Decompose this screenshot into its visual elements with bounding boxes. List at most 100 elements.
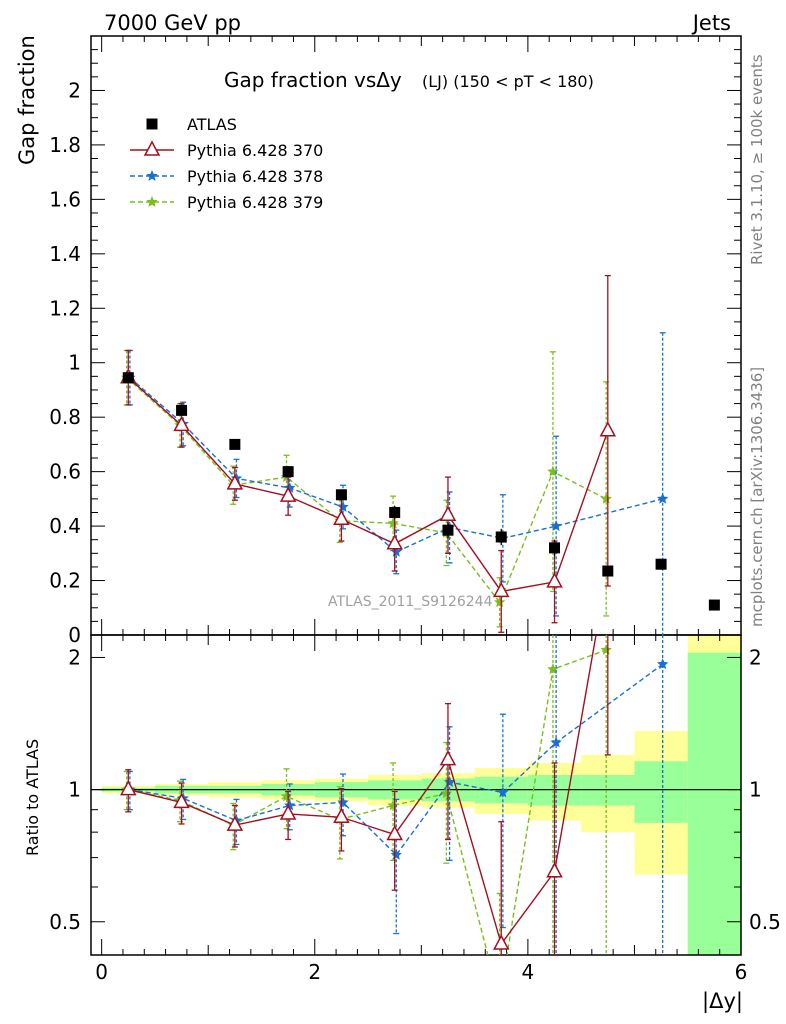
marker-p378 (337, 796, 349, 808)
marker-atlas (229, 438, 241, 450)
y-tick-label-top: 1 (68, 351, 81, 375)
marker-pythia-370 (439, 750, 457, 766)
y-tick-label-top: 0.4 (49, 514, 81, 538)
x-tick-label: 6 (735, 960, 748, 984)
x-tick-label: 2 (308, 960, 321, 984)
marker-pythia-370 (173, 792, 190, 809)
y-tick-label-bottom-right: 0.5 (749, 910, 781, 934)
marker-p379 (280, 790, 293, 802)
series-line-p370 (128, 635, 597, 946)
analysis-watermark: ATLAS_2011_S9126244 (328, 594, 493, 610)
marker-pythia-370 (279, 486, 297, 502)
marker-pythia-370 (226, 815, 244, 831)
y-tick-label-top: 0 (68, 623, 81, 647)
marker-p378 (146, 170, 158, 181)
marker-pythia-370 (386, 824, 403, 841)
band-inner (687, 652, 741, 955)
y-axis-label-top: Gap fraction (15, 35, 39, 165)
marker-pythia-370 (333, 509, 350, 526)
uncertainty-bands (91, 635, 741, 955)
marker-p378 (656, 492, 669, 504)
band-inner (634, 761, 688, 823)
mcplots-label: mcplots.cern.ch [arXiv:1306.3436] (748, 367, 766, 627)
marker-p378 (497, 786, 509, 798)
marker-p379 (547, 465, 559, 477)
legend-label-p370: Pythia 6.428 370 (187, 141, 323, 160)
marker-p378 (390, 545, 402, 557)
series-p370 (120, 635, 611, 955)
marker-pythia-370 (439, 505, 457, 521)
top-pad-series (120, 274, 720, 635)
series-p370 (120, 274, 617, 633)
marker-p379 (146, 196, 158, 207)
marker-pythia-370 (226, 474, 244, 490)
chart-title: Gap fraction vsΔy (224, 68, 402, 92)
marker-atlas (282, 466, 294, 478)
marker-pythia-370 (599, 421, 617, 437)
marker-atlas (146, 118, 158, 130)
x-tick-label: 0 (95, 960, 108, 984)
marker-pythia-370 (279, 804, 297, 820)
marker-pythia-370 (143, 140, 161, 156)
y-axis-label-bottom: Ratio to ATLAS (23, 739, 42, 856)
y-tick-label-bottom: 0.5 (49, 910, 81, 934)
marker-p379 (387, 799, 399, 811)
marker-atlas (389, 506, 401, 518)
header-left: 7000 GeV pp (104, 11, 241, 35)
y-tick-label-bottom: 1 (68, 778, 81, 802)
marker-atlas (442, 524, 454, 536)
y-tick-label-top: 0.2 (49, 569, 81, 593)
y-tick-label-top: 1.6 (49, 187, 81, 211)
marker-p378 (550, 520, 562, 531)
marker-atlas (176, 404, 188, 416)
marker-p378 (390, 848, 402, 860)
marker-pythia-370 (386, 534, 403, 550)
legend-label-p379: Pythia 6.428 379 (187, 193, 323, 212)
bottom-pad-series (120, 635, 669, 955)
y-tick-label-top: 1.2 (49, 296, 81, 320)
series-p378 (124, 332, 669, 635)
y-tick-label-top: 0.6 (49, 460, 81, 484)
band-inner (581, 774, 635, 806)
legend-label-atlas: ATLAS (187, 115, 237, 134)
chart-subtitle: (LJ) (150 < pT < 180) (422, 72, 594, 91)
x-tick-label: 4 (522, 960, 535, 984)
axis-ticks: 00.20.40.60.811.21.41.61.820.5 0.51 12 20 2 4… (49, 35, 781, 984)
y-tick-label-top: 2 (68, 78, 81, 102)
y-tick-label-bottom-right: 2 (749, 645, 762, 669)
marker-pythia-370 (120, 780, 137, 796)
marker-p379 (600, 492, 612, 504)
legend: ATLAS Pythia 6.428 370 Pythia 6.428 378 Pyt… (130, 115, 323, 212)
series-atlas (122, 372, 720, 611)
marker-atlas (122, 372, 134, 384)
marker-pythia-370 (546, 572, 563, 588)
y-tick-label-top: 1.4 (49, 242, 81, 266)
header-right: Jets (691, 11, 731, 35)
marker-p378 (337, 501, 349, 512)
marker-atlas (655, 558, 667, 570)
bottom-pad-frame (90, 634, 742, 956)
series-line-p370 (127, 377, 609, 593)
y-tick-label-top: 0.8 (49, 405, 81, 429)
y-tick-label-bottom-right: 1 (749, 778, 762, 802)
rivet-label: Rivet 3.1.10, ≥ 100k events (748, 54, 766, 265)
y-tick-label-top: 1.8 (49, 133, 81, 157)
marker-pythia-370 (333, 807, 350, 824)
marker-pythia-370 (492, 581, 510, 598)
marker-p378 (443, 776, 456, 787)
marker-p379 (493, 596, 506, 608)
data-series (120, 274, 720, 955)
marker-p379 (387, 517, 399, 529)
series-line-p378 (129, 663, 664, 856)
marker-atlas (549, 542, 561, 554)
marker-atlas (708, 599, 720, 611)
marker-p378 (550, 736, 562, 748)
marker-p379 (600, 643, 612, 655)
marker-p378 (656, 658, 669, 670)
marker-atlas (495, 531, 507, 543)
marker-atlas (335, 489, 347, 501)
series-line-p379 (126, 377, 607, 604)
marker-pythia-370 (546, 862, 563, 878)
marker-pythia-370 (173, 415, 190, 432)
